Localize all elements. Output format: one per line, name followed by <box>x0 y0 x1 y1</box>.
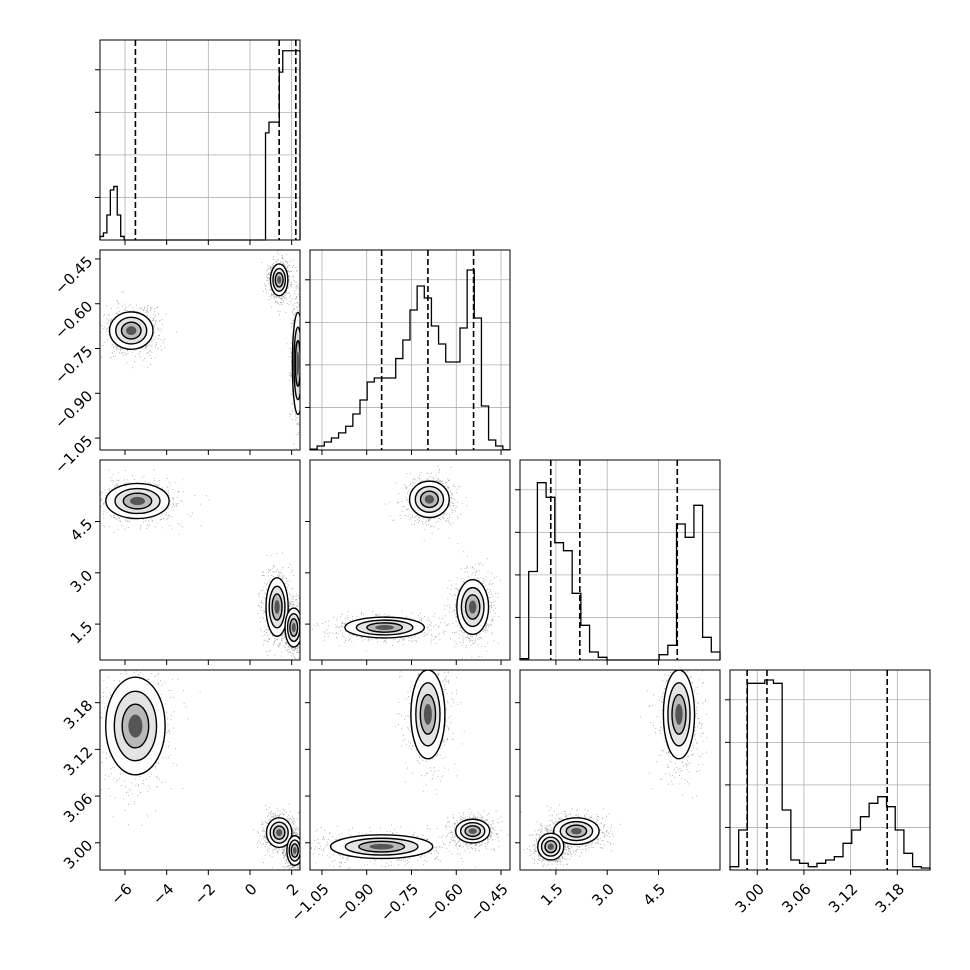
x-tick-label: 1.5 <box>537 880 567 910</box>
x-tick-label: 3.18 <box>872 880 908 916</box>
panel-content <box>55 457 311 676</box>
pair-panel-0-2 <box>55 457 311 676</box>
y-tick-label: −0.90 <box>51 387 96 432</box>
hist-panel-2 <box>515 460 720 660</box>
histogram-step <box>100 51 300 240</box>
density-fill <box>126 326 136 335</box>
y-tick-label: 3.0 <box>67 566 97 596</box>
pair-panel-1-3 <box>295 609 510 874</box>
density-fill <box>274 600 279 614</box>
panel-content <box>305 466 501 661</box>
pair-panel-1-2 <box>305 460 510 661</box>
density-fill <box>297 351 300 375</box>
density-fill <box>548 844 554 850</box>
panel-content <box>71 623 311 878</box>
pair-panel-0-3 <box>71 623 311 878</box>
density-fill <box>277 276 281 284</box>
panel-content <box>521 620 707 878</box>
density-fill <box>292 623 296 632</box>
x-tick-label: 3.00 <box>732 880 768 916</box>
x-tick-label: −4 <box>149 880 177 908</box>
y-tick-label: 4.5 <box>67 515 97 545</box>
density-fill <box>370 844 394 850</box>
y-tick-label: 3.06 <box>60 790 96 826</box>
x-tick-label: −0.90 <box>332 880 377 925</box>
density-fill <box>293 847 297 854</box>
y-tick-label: −0.45 <box>51 253 96 298</box>
histogram-step <box>310 270 510 450</box>
x-tick-label: 2 <box>283 880 302 899</box>
panel-content <box>295 609 508 874</box>
x-tick-label: −0.75 <box>377 880 422 925</box>
x-tick-label: −0.60 <box>422 880 467 925</box>
x-tick-label: −2 <box>191 880 219 908</box>
x-tick-label: 0 <box>241 880 260 899</box>
hist-panel-1 <box>305 250 510 450</box>
y-tick-label: 3.12 <box>60 743 96 779</box>
histogram-step <box>730 680 930 870</box>
y-tick-label: 3.00 <box>60 836 96 872</box>
density-fill <box>128 714 142 737</box>
x-tick-label: 3.12 <box>825 880 861 916</box>
scatter-points <box>55 457 311 676</box>
panel-content <box>95 248 308 490</box>
x-tick-label: −6 <box>107 880 135 908</box>
x-tick-label: 3.06 <box>778 880 814 916</box>
density-fill <box>375 625 394 630</box>
y-tick-label: 3.18 <box>60 696 96 732</box>
density-fill <box>469 601 477 614</box>
density-fill <box>130 497 145 505</box>
x-tick-label: −0.45 <box>467 880 512 925</box>
hist-panel-0 <box>95 40 300 240</box>
density-fill <box>424 704 432 725</box>
hist-panel-3 <box>725 670 930 870</box>
density-fill <box>571 828 582 834</box>
y-tick-label: 1.5 <box>67 618 97 648</box>
pair-panel-0-1 <box>95 248 308 490</box>
y-tick-label: −0.60 <box>51 297 96 342</box>
x-tick-label: 4.5 <box>640 880 670 910</box>
density-fill <box>469 828 477 834</box>
density-fill <box>675 704 682 725</box>
density-fill <box>425 495 434 504</box>
y-tick-label: −1.05 <box>51 432 96 477</box>
density-fill <box>276 829 282 836</box>
y-tick-label: −0.75 <box>51 342 96 387</box>
x-tick-label: 3.0 <box>588 880 618 910</box>
